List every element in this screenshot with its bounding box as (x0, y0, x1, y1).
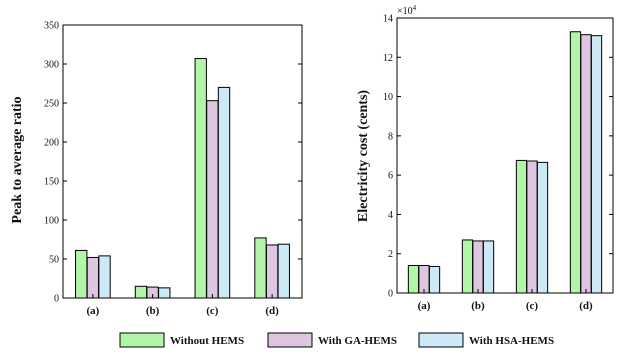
y-tick-label: 200 (44, 138, 59, 149)
y-tick-label: 8 (388, 131, 393, 142)
y-tick-label: 150 (44, 177, 59, 188)
y-tick-label: 4 (388, 210, 393, 221)
bar-d-with-hsa-hems (591, 36, 601, 293)
bar-d-with-hsa-hems (278, 244, 289, 298)
y-tick-label: 300 (44, 60, 59, 71)
y-tick-label: 14 (383, 14, 393, 25)
bar-c-with-hsa-hems (537, 162, 547, 293)
x-tick-label: (d) (579, 300, 593, 312)
y-tick-label: 2 (388, 249, 393, 260)
bar-b-with-ga-hems (473, 241, 483, 293)
y-tick-label: 250 (44, 99, 59, 110)
x-tick-label: (a) (418, 300, 431, 312)
y-tick-label: 10 (383, 92, 393, 103)
bar-b-with-hsa-hems (483, 241, 493, 293)
bar-c-with-hsa-hems (218, 87, 229, 298)
legend-label-with-ga-hems: With GA-HEMS (318, 335, 397, 347)
bar-b-without-hems (462, 240, 472, 293)
bar-d-without-hems (255, 238, 266, 298)
legend: Without HEMS With GA-HEMS With HSA-HEMS (120, 333, 554, 347)
x-tick-label: (d) (265, 305, 279, 317)
x-tick-label: (a) (86, 305, 99, 317)
bar-a-without-hems (408, 266, 418, 294)
x-tick-label: (b) (146, 305, 160, 317)
x-tick-label: (c) (206, 305, 219, 317)
bar-group (408, 32, 601, 293)
x-tick-labels: (a) (b) (c) (d) (86, 294, 279, 317)
bar-c-without-hems (516, 160, 526, 293)
bar-a-with-ga-hems (87, 257, 98, 298)
axis-multiplier: ×104 (397, 4, 417, 17)
bar-a-with-ga-hems (419, 266, 429, 294)
bar-b-without-hems (135, 286, 146, 298)
y-tick-label: 12 (383, 53, 393, 64)
y-tick-label: 0 (388, 289, 393, 300)
y-tick-label: 100 (44, 216, 59, 227)
y-tick-label: 6 (388, 171, 393, 182)
x-tick-label: (b) (471, 300, 485, 312)
legend-swatch-with-ga-hems (268, 333, 312, 347)
bar-d-with-ga-hems (266, 245, 277, 298)
legend-label-without-hems: Without HEMS (170, 335, 244, 347)
y-tick-label: 350 (44, 21, 59, 32)
bar-d-without-hems (570, 32, 580, 293)
bar-a-with-hsa-hems (429, 266, 439, 293)
bar-b-with-hsa-hems (159, 288, 170, 298)
bar-c-without-hems (195, 59, 206, 298)
y-tick-label: 50 (49, 255, 59, 266)
bar-c-with-ga-hems (527, 161, 537, 293)
chart-peak-to-average: Peak to average ratio 0 50 100 150 200 250 300… (10, 21, 302, 318)
bar-a-with-hsa-hems (99, 256, 110, 298)
bar-group (76, 59, 290, 298)
y-axis-label: Electricity cost (cents) (356, 90, 371, 222)
y-axis-label: Peak to average ratio (10, 96, 25, 223)
legend-swatch-with-hsa-hems (419, 333, 463, 347)
legend-label-with-hsa-hems: With HSA-HEMS (469, 335, 554, 347)
x-tick-labels: (a) (b) (c) (d) (418, 289, 593, 312)
bar-d-with-ga-hems (581, 35, 591, 293)
x-tick-label: (c) (526, 300, 539, 312)
y-tick-label: 0 (54, 294, 59, 305)
bar-a-without-hems (76, 250, 87, 298)
chart-electricity-cost: Electricity cost (cents) 0 2 4 6 8 10 12 14 (a)… (356, 4, 613, 312)
legend-swatch-without-hems (120, 333, 164, 347)
bar-c-with-ga-hems (207, 101, 218, 298)
